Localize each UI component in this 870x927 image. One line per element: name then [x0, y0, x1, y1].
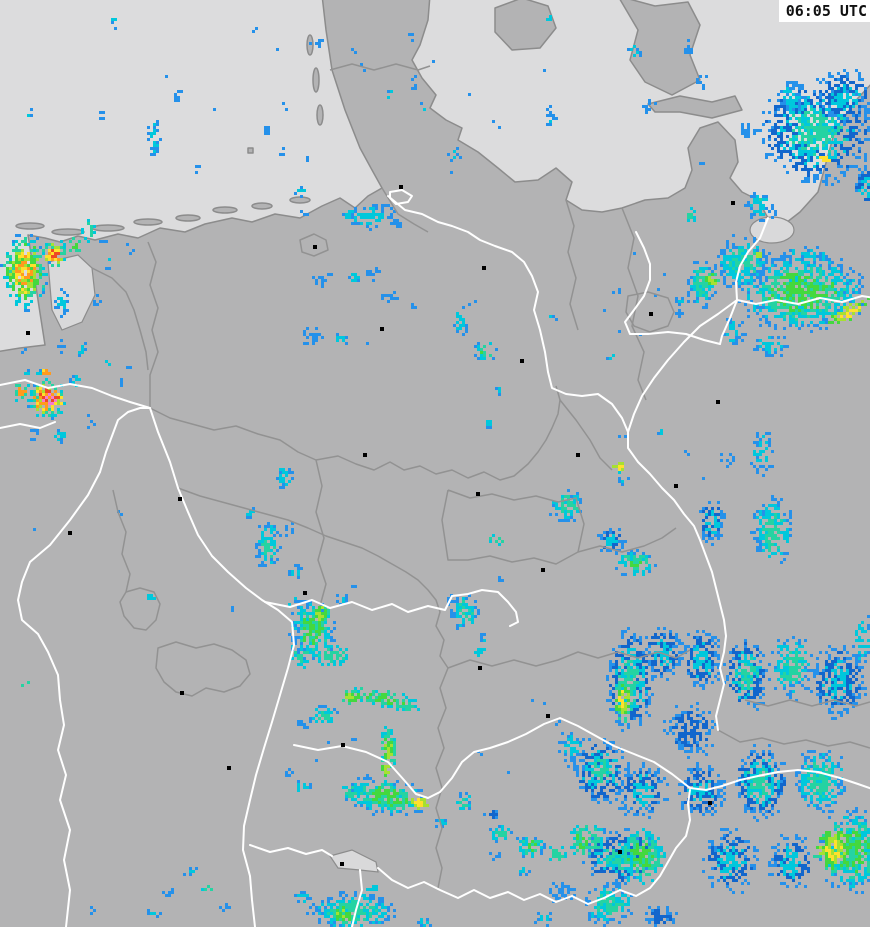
city-dot: [476, 492, 480, 496]
city-dot: [546, 714, 550, 718]
city-dot: [716, 400, 720, 404]
city-dot: [68, 531, 72, 535]
city-dot: [731, 201, 735, 205]
city-dot: [576, 453, 580, 457]
city-dot: [618, 850, 622, 854]
city-dot: [478, 666, 482, 670]
city-dot: [26, 331, 30, 335]
city-dot: [380, 327, 384, 331]
city-dot: [178, 497, 182, 501]
city-dot: [520, 359, 524, 363]
country-borders-and-rivers: [0, 189, 870, 927]
city-dot: [649, 312, 653, 316]
city-dot: [541, 568, 545, 572]
city-dot: [227, 766, 231, 770]
city-dot: [482, 266, 486, 270]
city-dot: [363, 453, 367, 457]
timestamp-badge: 06:05 UTC: [778, 0, 870, 22]
state-borders: [91, 63, 870, 889]
city-dot: [313, 245, 317, 249]
city-dot: [341, 743, 345, 747]
city-dot: [674, 484, 678, 488]
city-dot: [708, 801, 712, 805]
city-dot: [399, 185, 403, 189]
city-dot: [180, 691, 184, 695]
city-dots: [26, 185, 735, 866]
city-dot: [340, 862, 344, 866]
city-dot: [303, 591, 307, 595]
